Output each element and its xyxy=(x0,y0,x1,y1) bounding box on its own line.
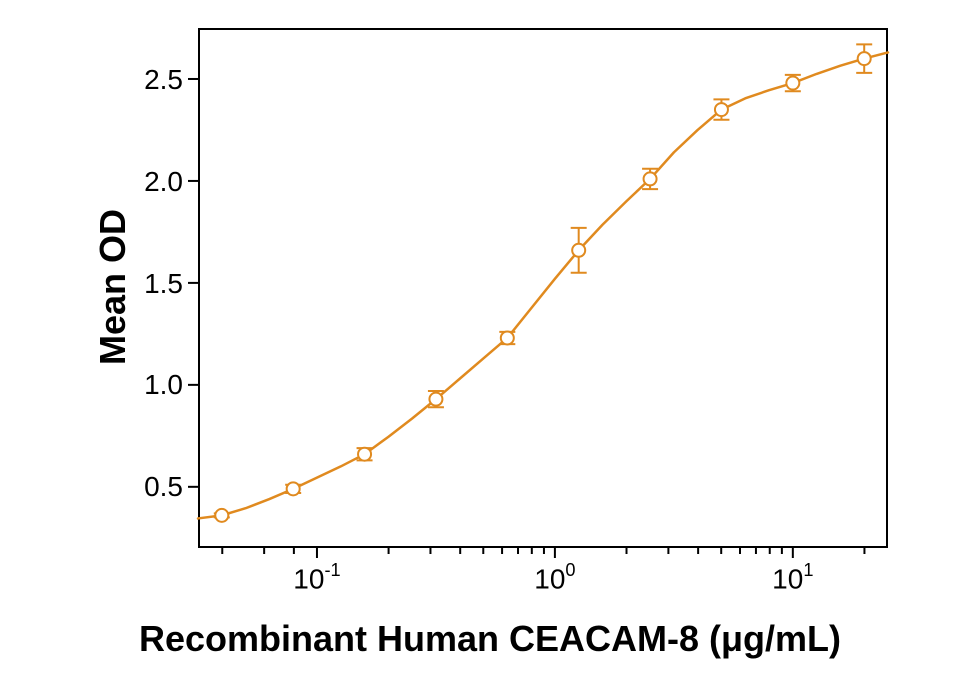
x-tick-label: 10-1 xyxy=(277,562,357,595)
y-tick-label: 0.5 xyxy=(128,471,183,503)
y-tick-label: 1.0 xyxy=(128,369,183,401)
x-tick-label: 100 xyxy=(515,562,595,595)
y-tick-label: 1.5 xyxy=(128,268,183,300)
chart-container: { "chart": { "type": "line-scatter-error… xyxy=(0,0,976,690)
y-tick-label: 2.5 xyxy=(128,64,183,96)
x-axis-label-prefix: Recombinant Human CEACAM-8 ( xyxy=(139,618,721,659)
x-axis-label: Recombinant Human CEACAM-8 (μg/mL) xyxy=(20,618,960,660)
y-tick-label: 2.0 xyxy=(128,166,183,198)
x-axis-label-mu: μ xyxy=(721,618,743,659)
y-axis-label-text: Mean OD xyxy=(92,209,133,365)
x-axis-label-suffix: g/mL) xyxy=(743,618,841,659)
x-tick-label: 101 xyxy=(753,562,833,595)
